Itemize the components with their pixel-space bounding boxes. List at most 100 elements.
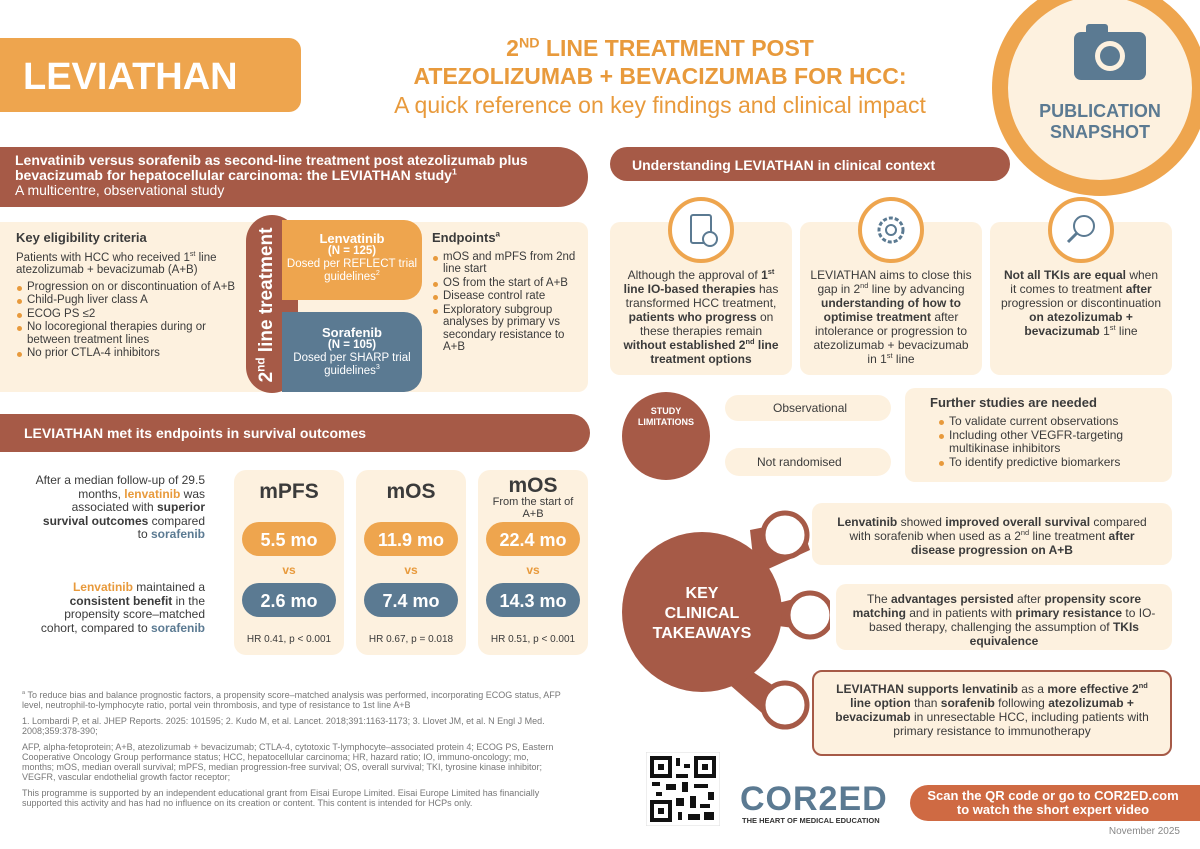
text: a [495, 229, 501, 239]
text: To validate current observations [939, 415, 1160, 428]
text: 1. Lombardi P, et al. JHEP Reports. 2025… [22, 716, 545, 736]
text: has transformed HCC treatment, [625, 282, 779, 310]
text: after [1125, 282, 1152, 296]
text: more effective 2 [1047, 682, 1139, 696]
vs: vs [526, 563, 540, 577]
outcomes-text: After a median follow-up of 29.5 months,… [30, 473, 205, 542]
text: showed [897, 515, 946, 529]
qr-code [646, 752, 720, 826]
title: 2ND LINE TREATMENT POST ATEZOLIZUMAB + B… [310, 34, 1010, 120]
text: nd [254, 357, 268, 372]
text: improved overall survival [945, 515, 1091, 529]
text: AFP, alpha-fetoprotein; A+B, atezolizuma… [22, 742, 554, 782]
badge-text: LEVIATHAN [23, 56, 238, 98]
context-heading: Understanding LEVIATHAN in clinical cont… [610, 147, 1010, 181]
text: TKIs equivalence [969, 620, 1139, 648]
hazard-ratio: HR 0.41, p < 0.001 [246, 634, 332, 645]
vs: vs [404, 563, 418, 577]
badge: LEVIATHAN [0, 38, 301, 112]
text: nd [860, 281, 869, 290]
lenvatinib-result: 11.9 mo [364, 522, 458, 556]
text: nd [1138, 681, 1148, 690]
text: 3 [375, 363, 380, 372]
text: Exploratory subgroup analyses by primary… [433, 304, 582, 354]
text: lenvatinib [961, 682, 1018, 696]
text: Lenvatinib [72, 580, 133, 594]
takeaways-label: CLINICAL [665, 605, 740, 622]
text: Progression on or discontinuation of A+B [17, 281, 244, 294]
text: LINE TREATMENT POST [539, 35, 814, 61]
text: lenvatinib [124, 486, 181, 501]
text: STUDY [650, 406, 682, 416]
limitation-pill: Not randomised [725, 448, 891, 476]
footnotes: a To reduce bias and balance prognostic … [22, 690, 562, 808]
text: sorafenib [940, 696, 995, 710]
text: line treatment options [650, 338, 779, 366]
text: After a median follow-up of 29.5 months, [35, 473, 205, 501]
text: than [910, 696, 941, 710]
takeaway: LEVIATHAN supports lenvatinib as a more … [812, 670, 1172, 756]
sorafenib-result: 14.3 mo [486, 583, 580, 617]
text: on these therapies remain [639, 310, 774, 338]
limitation-pill: Observational [725, 395, 891, 421]
text: after intolerance or progression to atez… [813, 310, 969, 366]
text: sorafenib [150, 527, 205, 541]
text: compared to [137, 513, 205, 541]
text: Lenvatinib [837, 515, 898, 529]
text: Sorafenib [322, 325, 382, 340]
text: a [22, 690, 26, 696]
text: line treatment [1029, 529, 1109, 543]
text: ATEZOLIZUMAB + BEVACIZUMAB FOR HCC: [413, 63, 907, 89]
text: nd [745, 337, 755, 346]
text: This programme is supported by an indepe… [22, 788, 540, 808]
icon [668, 197, 734, 263]
icon [858, 197, 924, 263]
result-column [234, 470, 344, 655]
limitations-circle: STUDY LIMITATIONS [622, 392, 710, 480]
text: line [1115, 324, 1138, 338]
vs: vs [282, 563, 296, 577]
text: A multicentre, observational study [15, 182, 225, 198]
outcomes-text: Lenvatinib maintained a consistent benef… [30, 580, 205, 635]
text: Child-Pugh liver class A [17, 294, 244, 307]
text: without established 2 [623, 338, 746, 352]
sorafenib-result: 2.6 mo [242, 583, 336, 617]
text: maintained a [132, 580, 205, 594]
takeaways-graphic: KEY CLINICAL TAKEAWAYS [622, 510, 830, 730]
text: Patients with HCC who received 1 [16, 251, 190, 264]
text: Scan the QR code or go to COR2ED.com [927, 788, 1179, 803]
text: primary resistance [1015, 606, 1123, 620]
hazard-ratio: HR 0.51, p < 0.001 [490, 634, 576, 645]
result-title: mPFS [259, 480, 319, 503]
text: was associated with [71, 486, 205, 514]
text: Further studies are needed [930, 395, 1097, 410]
result-column [478, 470, 588, 655]
text: line IO-based therapies [623, 282, 756, 296]
text: The [866, 592, 891, 606]
text: 2 [375, 269, 380, 278]
text: Including other VEGFR-targeting multikin… [939, 429, 1160, 455]
icon [1048, 197, 1114, 263]
text: st [767, 267, 775, 276]
date: November 2025 [1108, 826, 1180, 837]
text: on atezolizumab + bevacizumab [1024, 310, 1133, 338]
text: st [189, 249, 196, 258]
text: st [1109, 323, 1116, 332]
arm-sorafenib: Sorafenib (N = 105) Dosed per SHARP tria… [282, 312, 422, 392]
text: after disease progression on A+B [911, 529, 1135, 557]
text: line by advancing [868, 282, 965, 296]
text: Key eligibility criteria [16, 230, 147, 245]
text: to watch the short expert video [956, 802, 1150, 817]
text: No prior CTLA-4 inhibitors [17, 347, 244, 360]
text: ND [518, 35, 540, 52]
text: To identify predictive biomarkers [939, 456, 1160, 469]
text: LIMITATIONS [637, 417, 695, 427]
cta: Scan the QR code or go to COR2ED.com to w… [910, 785, 1200, 821]
further-studies: Further studies are needed To validate c… [905, 388, 1172, 482]
takeaway: Lenvatinib showed improved overall survi… [812, 503, 1172, 565]
text: atezolizumab + bevacizumab [835, 696, 1134, 724]
text: 1 [761, 268, 768, 282]
text: understanding of how to optimise treatme… [821, 296, 961, 324]
result-column [356, 470, 466, 655]
